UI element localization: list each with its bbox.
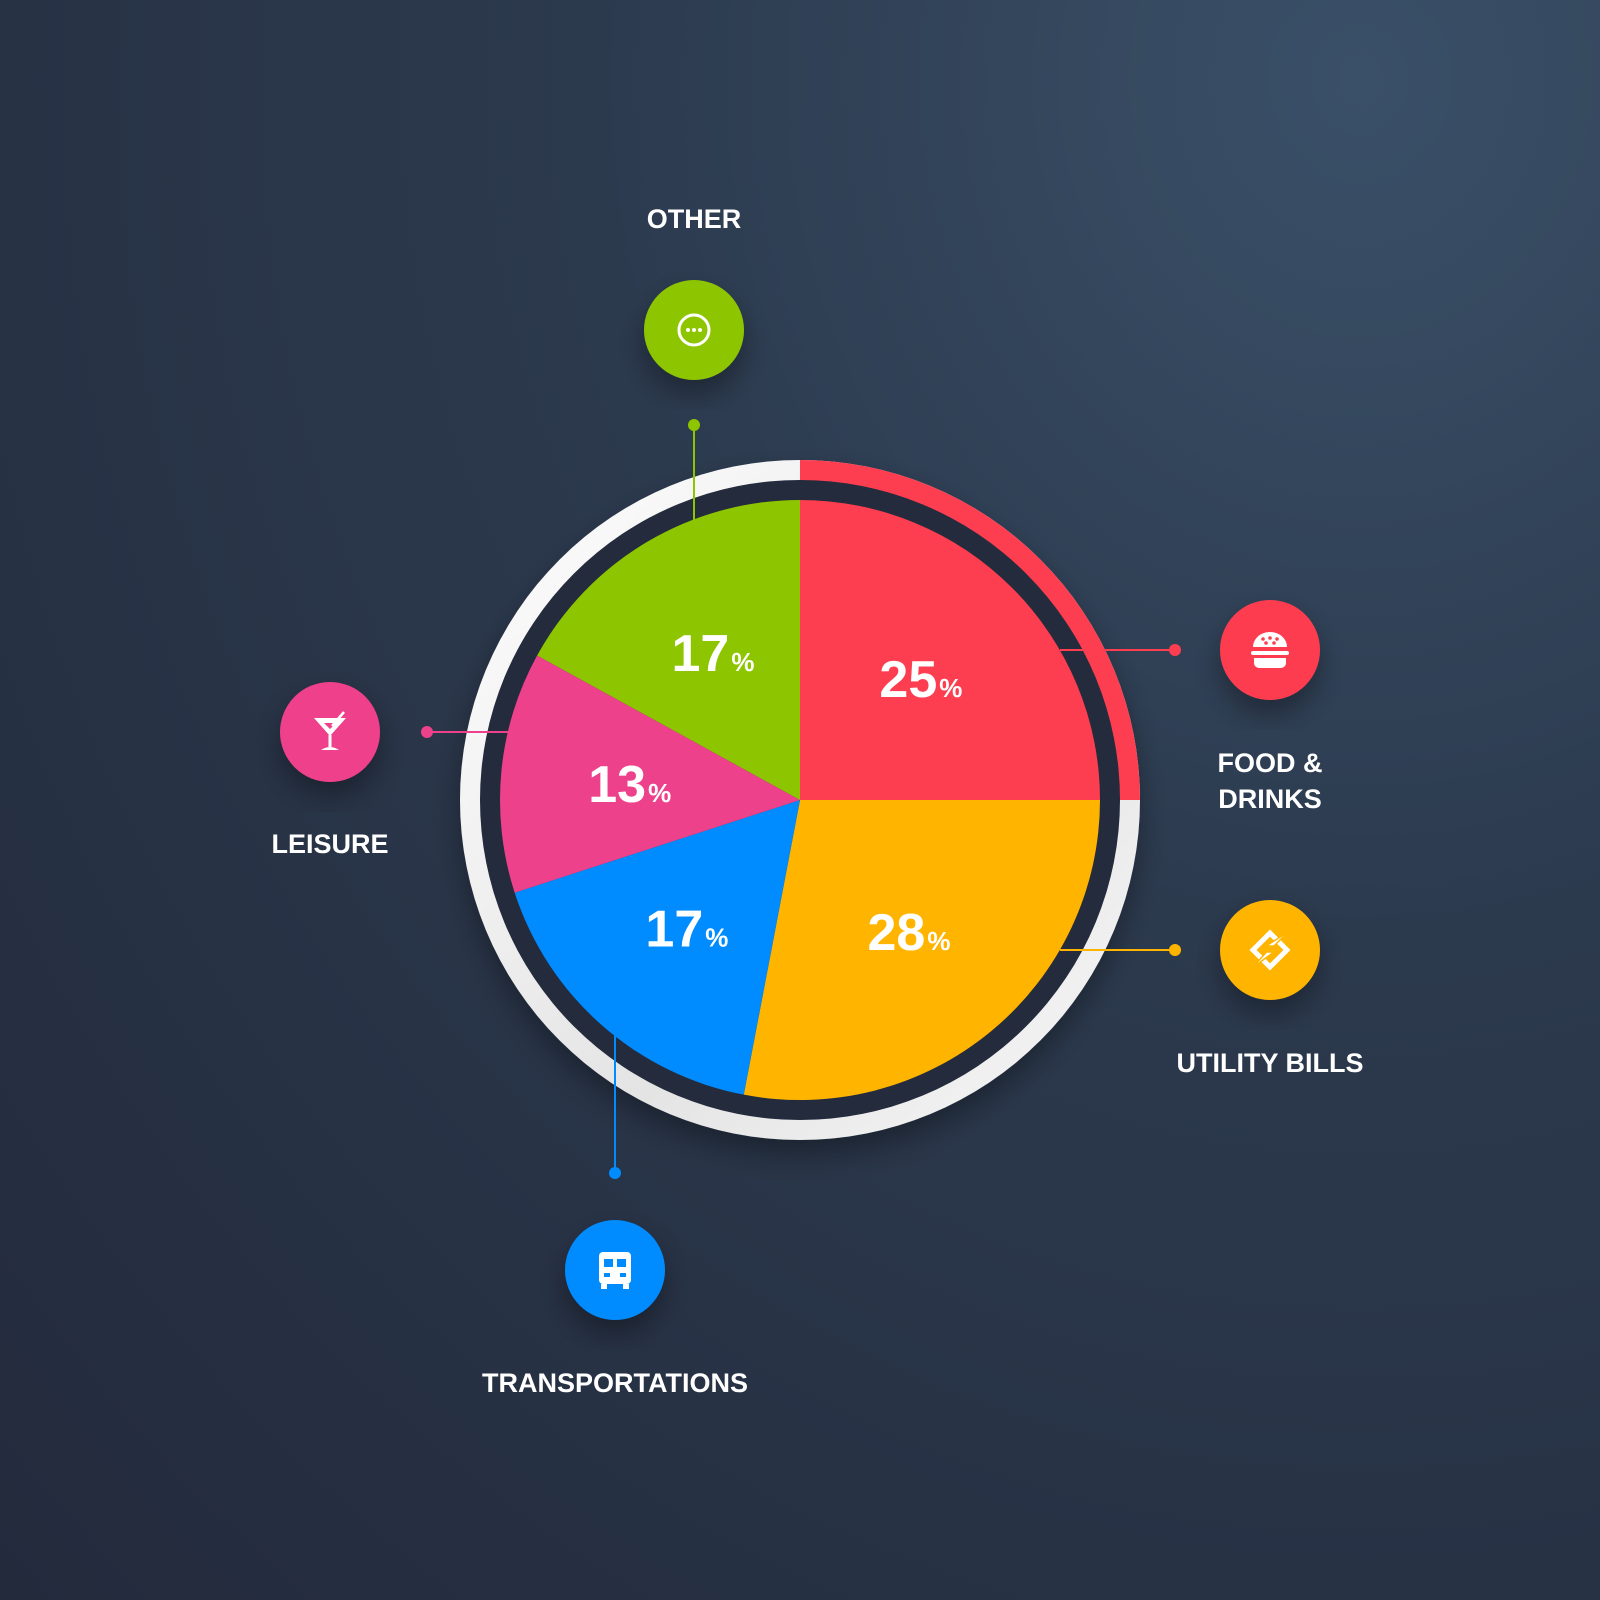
category-label: UTILITY BILLS <box>1177 1048 1364 1078</box>
percent-sign: % <box>731 647 754 677</box>
percent-labels: 25%28%17%13%17% <box>588 625 962 962</box>
percent-label: 17% <box>671 625 754 683</box>
percent-label: 13% <box>588 756 671 814</box>
pie-slices <box>499 500 1100 1100</box>
percent-label: 25% <box>879 651 962 709</box>
leader-dot <box>421 726 433 738</box>
percent-sign: % <box>648 778 671 808</box>
leader-dot <box>1169 644 1181 656</box>
category-badge[interactable] <box>1220 600 1320 700</box>
slice-other[interactable] <box>537 500 800 800</box>
percent-value: 28 <box>868 904 926 962</box>
electricity-icon <box>1249 929 1291 971</box>
percent-value: 17 <box>645 900 703 958</box>
category-label: TRANSPORTATIONS <box>482 1368 748 1398</box>
burger-icon <box>1251 632 1289 668</box>
callout-leisure: LEISURE <box>271 682 508 859</box>
callout-other: OTHER <box>644 204 744 520</box>
leader-dot <box>688 419 700 431</box>
callout-food-drinks: FOOD & DRINKS <box>1060 600 1323 814</box>
category-label: DRINKS <box>1218 784 1322 814</box>
percent-sign: % <box>705 922 728 952</box>
percent-sign: % <box>939 673 962 703</box>
percent-value: 25 <box>879 651 937 709</box>
bus-icon <box>599 1252 631 1289</box>
slice-food-drinks[interactable] <box>800 500 1100 800</box>
leader-dot <box>1169 944 1181 956</box>
percent-label: 28% <box>868 904 951 962</box>
cocktail-icon <box>314 711 346 750</box>
slice-utility-bills[interactable] <box>743 800 1100 1100</box>
category-label: LEISURE <box>271 829 388 859</box>
slice-transportations[interactable] <box>514 800 800 1095</box>
slice-leisure[interactable] <box>499 655 800 893</box>
category-label: FOOD & <box>1218 748 1323 778</box>
category-label: OTHER <box>647 204 742 234</box>
percent-label: 17% <box>645 900 728 958</box>
callout-transportations: TRANSPORTATIONS <box>482 1035 748 1398</box>
more-icon <box>677 313 711 347</box>
callouts: FOOD & DRINKS UTILITY BILLS TRANSPORTATIONS… <box>271 204 1363 1398</box>
percent-sign: % <box>927 926 950 956</box>
callout-utility-bills: UTILITY BILLS <box>1060 900 1364 1078</box>
percent-value: 13 <box>588 756 646 814</box>
percent-value: 17 <box>671 625 729 683</box>
leader-dot <box>609 1167 621 1179</box>
